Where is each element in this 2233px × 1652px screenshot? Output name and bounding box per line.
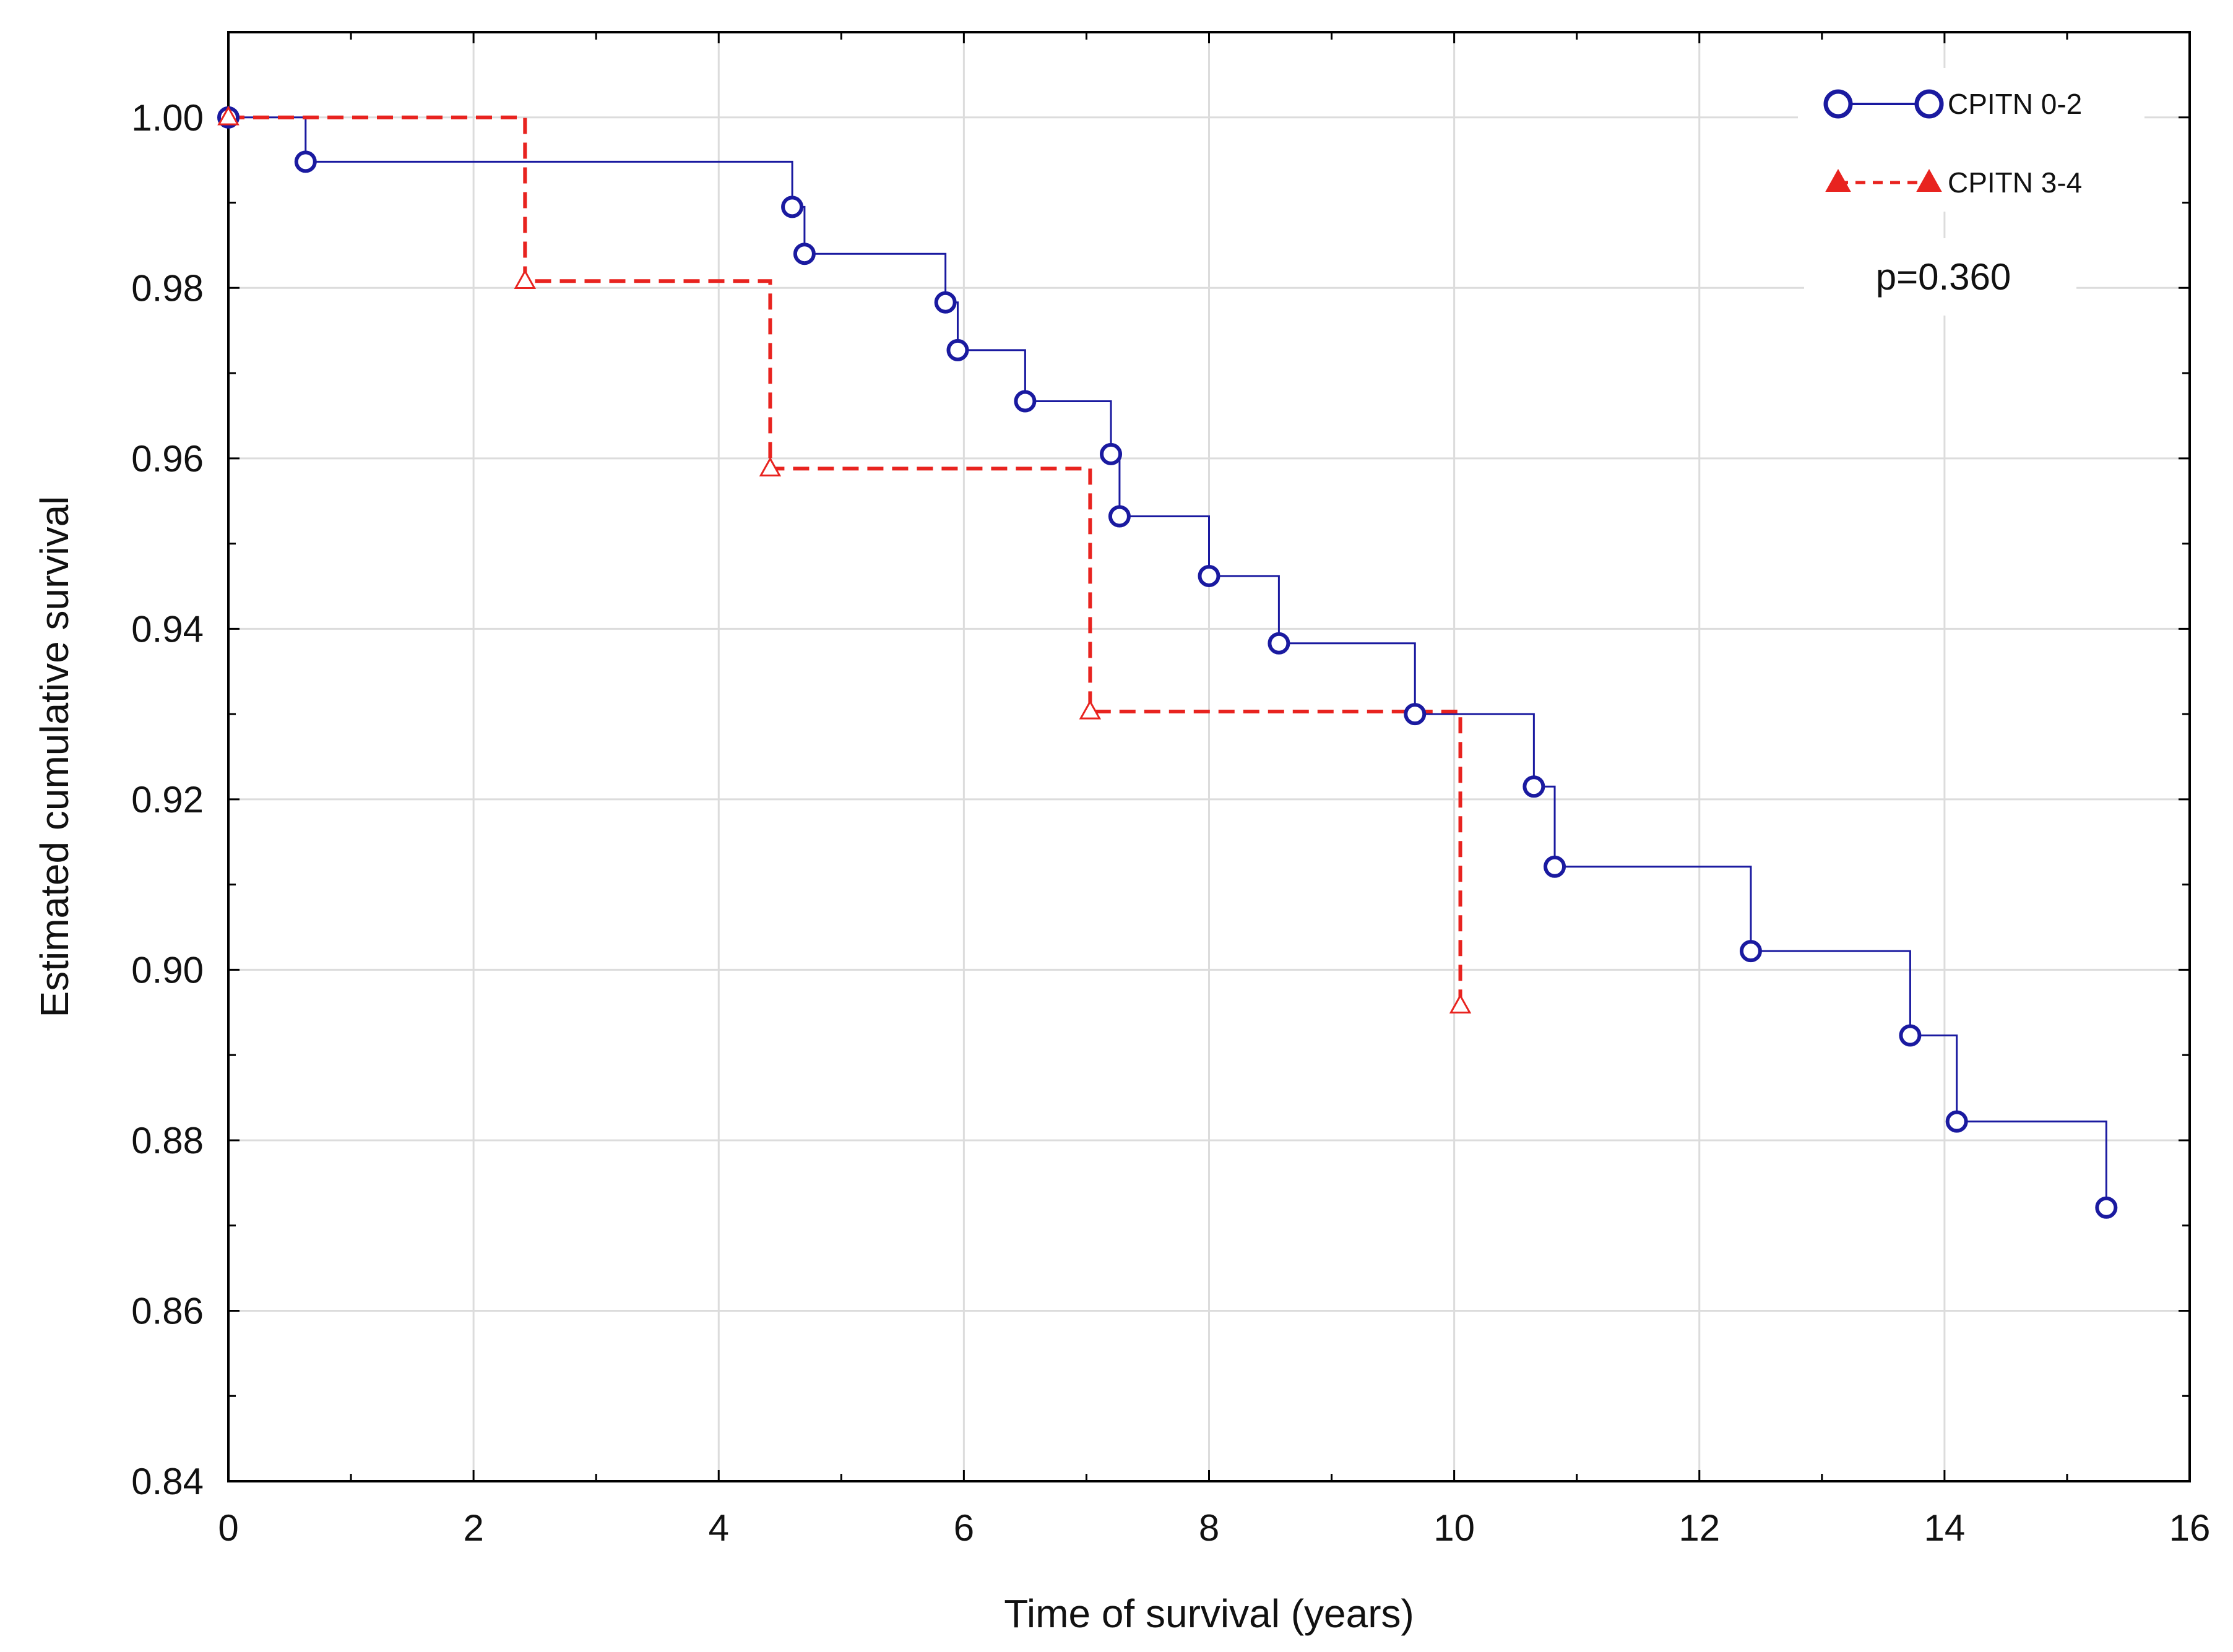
y-tick-label: 1.00 [131,97,204,139]
x-axis-ticks: 0 2 4 6 8 10 12 14 16 [218,1507,2210,1549]
minor-ticks [227,31,2191,1482]
data-point-cpitn-0-2 [1014,390,1037,413]
x-tick-label: 12 [1678,1507,1720,1549]
y-tick-label: 0.86 [131,1290,204,1331]
data-point-cpitn-0-2 [781,196,804,218]
data-point-cpitn-0-2 [1100,442,1123,465]
data-point-cpitn-0-2 [793,243,816,265]
x-tick-label: 14 [1924,1507,1966,1549]
legend-marker-circle [1914,89,1944,119]
data-point-cpitn-0-2 [1198,564,1220,587]
legend-label-cpitn-3-4: CPITN 3-4 [1948,166,2082,199]
data-point-cpitn-0-2 [1108,505,1131,528]
data-point-cpitn-0-2 [1544,855,1566,878]
data-point-cpitn-0-2 [1945,1110,1968,1133]
legend-entry-cpitn-3-4: CPITN 3-4 [1825,166,2082,199]
p-value-annotation: p=0.360 [1876,256,2011,298]
series-line-cpitn-0-2 [228,116,2107,1208]
y-tick-label: 0.96 [131,438,204,480]
y-tick-label: 0.98 [131,267,204,309]
legend-label-cpitn-0-2: CPITN 0-2 [1948,88,2082,120]
y-axis-title: Estimated cumulative survival [32,496,77,1018]
x-tick-label: 10 [1433,1507,1475,1549]
y-tick-label: 0.90 [131,949,204,991]
data-point-cpitn-0-2 [2095,1196,2118,1219]
data-point-cpitn-0-2 [294,150,317,173]
legend-background [1798,68,2144,212]
data-point-cpitn-0-2 [1739,940,1762,963]
x-tick-label: 0 [218,1507,238,1549]
data-point-cpitn-3-4 [217,105,240,126]
x-tick-label: 6 [954,1507,974,1549]
data-point-cpitn-0-2 [1522,775,1545,798]
x-tick-label: 16 [2169,1507,2211,1549]
data-point-cpitn-3-4 [1079,699,1102,720]
y-tick-label: 0.84 [131,1461,204,1502]
data-point-cpitn-0-2 [1404,703,1427,726]
data-point-cpitn-0-2 [946,338,969,361]
y-tick-label: 0.92 [131,779,204,820]
y-axis-ticks: 0.84 0.86 0.88 0.90 0.92 0.94 0.96 0.98 1.00 [131,97,204,1502]
y-tick-label: 0.94 [131,608,204,650]
data-point-cpitn-3-4 [759,457,782,477]
y-tick-label: 0.88 [131,1120,204,1161]
data-point-cpitn-0-2 [934,291,957,314]
p-value-background [1804,238,2076,316]
series-layer [217,105,2118,1219]
data-point-cpitn-3-4 [1449,994,1472,1013]
x-tick-label: 2 [463,1507,483,1549]
legend-marker-triangle [1825,168,1851,192]
data-point-cpitn-3-4 [514,269,537,289]
legend-marker-circle [1823,89,1853,119]
legend: CPITN 0-2 CPITN 3-4 [1798,68,2144,212]
series-line-cpitn-3-4 [228,115,1462,1006]
legend-entry-cpitn-0-2: CPITN 0-2 [1823,88,2082,120]
x-tick-label: 4 [709,1507,729,1549]
x-tick-label: 8 [1199,1507,1219,1549]
data-point-cpitn-0-2 [1268,632,1290,655]
data-point-cpitn-0-2 [1899,1024,1922,1047]
legend-marker-triangle [1916,168,1942,192]
x-axis-title: Time of survival (years) [1004,1591,1414,1636]
